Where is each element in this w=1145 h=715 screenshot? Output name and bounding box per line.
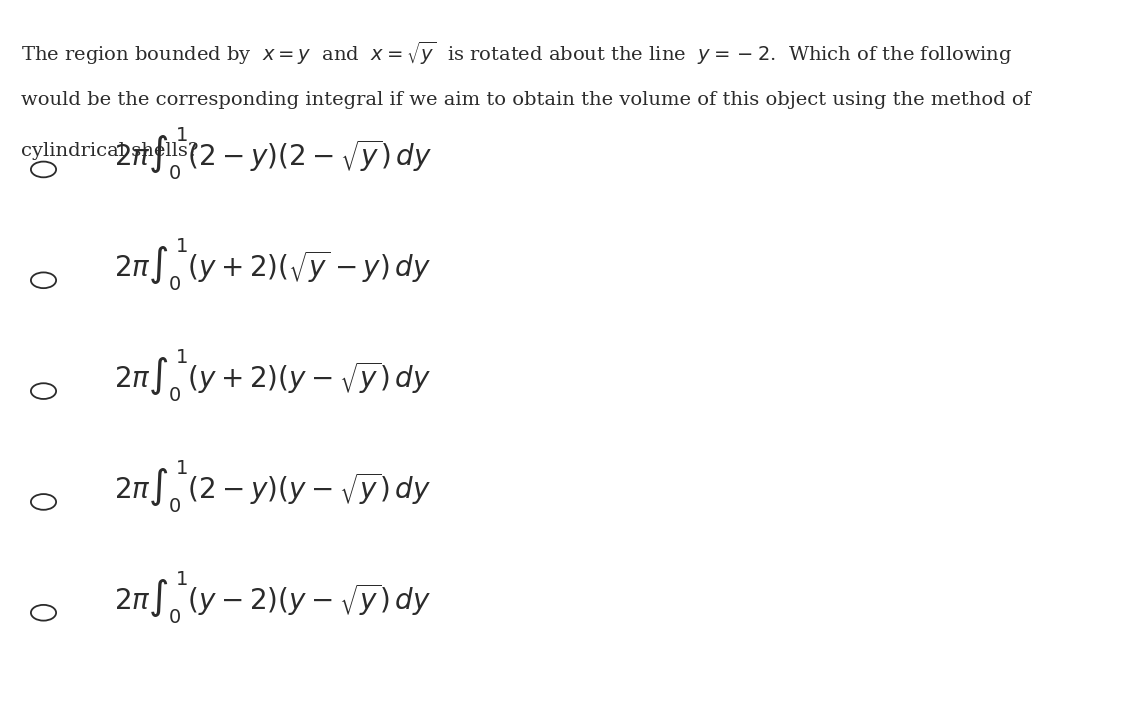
Text: $2\pi\int_0^{\,1} (y-2)(y-\sqrt{y})\, dy$: $2\pi\int_0^{\,1} (y-2)(y-\sqrt{y})\, dy… [114,569,432,626]
Text: would be the corresponding integral if we aim to obtain the volume of this objec: would be the corresponding integral if w… [21,91,1030,109]
Text: The region bounded by  $x = y$  and  $x = \sqrt{y}$  is rotated about the line  : The region bounded by $x = y$ and $x = \… [21,39,1012,66]
Text: cylindrical shells?: cylindrical shells? [21,142,198,160]
Text: $2\pi\int_0^{\,1} (y+2)(y-\sqrt{y})\, dy$: $2\pi\int_0^{\,1} (y+2)(y-\sqrt{y})\, dy… [114,347,432,404]
Text: $2\pi\int_0^{\,1} (2-y)(2-\sqrt{y})\, dy$: $2\pi\int_0^{\,1} (2-y)(2-\sqrt{y})\, dy… [114,126,433,182]
Text: $2\pi\int_0^{\,1} (y+2)(\sqrt{y}-y)\, dy$: $2\pi\int_0^{\,1} (y+2)(\sqrt{y}-y)\, dy… [114,237,432,293]
Text: $2\pi\int_0^{\,1} (2-y)(y-\sqrt{y})\, dy$: $2\pi\int_0^{\,1} (2-y)(y-\sqrt{y})\, dy… [114,458,432,515]
